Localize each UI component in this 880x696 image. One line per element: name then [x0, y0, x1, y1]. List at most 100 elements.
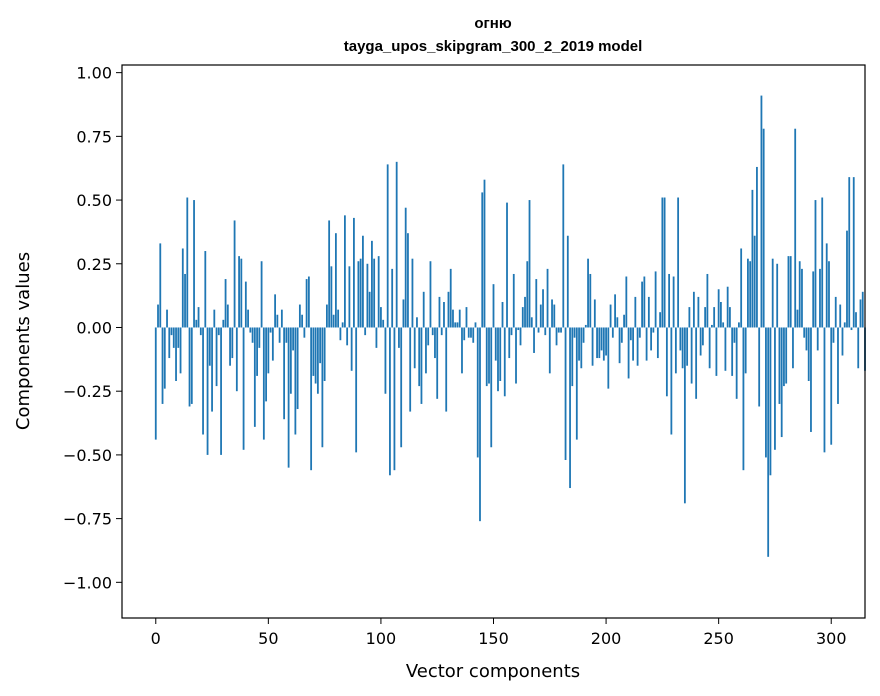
bar	[670, 327, 673, 435]
bar	[650, 327, 653, 351]
bar	[656, 327, 659, 359]
bar	[499, 327, 502, 381]
bar	[537, 327, 540, 333]
bar	[602, 327, 605, 361]
bar	[256, 327, 258, 376]
bar	[861, 291, 864, 328]
bar	[614, 294, 616, 328]
bar	[334, 233, 337, 328]
bar	[177, 327, 180, 348]
bar	[774, 327, 776, 450]
bar	[837, 327, 839, 404]
bar	[427, 327, 430, 346]
y-tick-label: 0.25	[76, 255, 112, 274]
bar	[332, 314, 335, 328]
bar	[418, 327, 421, 387]
bar	[172, 327, 175, 348]
bar	[375, 327, 378, 348]
bar	[742, 327, 745, 471]
bar	[238, 256, 240, 328]
bar	[573, 327, 576, 338]
bar	[560, 327, 562, 333]
x-tick-label: 150	[478, 629, 509, 648]
bar	[812, 271, 815, 328]
bar	[217, 327, 220, 336]
bar	[497, 327, 499, 392]
bar	[166, 309, 168, 328]
bar	[168, 327, 171, 359]
bar	[249, 327, 252, 333]
bar	[494, 327, 497, 361]
bar	[208, 327, 211, 366]
bar	[501, 302, 504, 328]
y-tick-label: 1.00	[76, 64, 112, 83]
bar	[681, 327, 684, 369]
bar	[589, 273, 592, 328]
bar	[704, 307, 707, 328]
bar	[629, 327, 632, 341]
bar	[485, 327, 488, 387]
bar	[508, 327, 511, 359]
bar	[312, 327, 315, 376]
bar	[181, 248, 184, 328]
bar	[359, 258, 362, 328]
bar	[287, 327, 290, 468]
bar	[623, 314, 625, 328]
bar	[647, 296, 650, 328]
bar	[551, 299, 553, 328]
bar	[720, 302, 722, 328]
bar	[521, 307, 524, 328]
bar	[447, 291, 450, 328]
bar	[368, 291, 371, 328]
bar	[605, 327, 607, 356]
bar	[436, 327, 439, 399]
bar	[492, 284, 495, 328]
bar	[544, 327, 547, 336]
bar	[211, 327, 213, 412]
bar	[301, 314, 304, 328]
bar	[661, 197, 664, 328]
bar	[274, 294, 276, 328]
bar	[422, 291, 425, 328]
bar	[298, 304, 301, 328]
bar	[688, 307, 691, 328]
bar	[483, 179, 486, 328]
bar	[371, 240, 373, 328]
bar	[798, 261, 801, 328]
bar	[431, 327, 434, 336]
bar	[654, 271, 657, 328]
bar	[787, 256, 790, 328]
x-tick-label: 100	[366, 629, 397, 648]
bar	[389, 327, 391, 476]
y-tick-label: 0.75	[76, 127, 112, 146]
bar	[807, 327, 810, 381]
bar	[564, 327, 567, 460]
bar	[747, 258, 749, 328]
bar	[751, 189, 754, 328]
chart-title: огню	[474, 15, 511, 32]
bar	[731, 327, 734, 376]
bar	[663, 197, 666, 328]
bar	[233, 220, 236, 328]
bar	[330, 266, 333, 328]
y-tick-label: 0.00	[76, 318, 112, 337]
bar	[686, 327, 689, 366]
x-tick-label: 0	[151, 629, 161, 648]
bar	[852, 177, 855, 328]
bar	[190, 327, 193, 404]
bar	[848, 177, 851, 328]
bar	[440, 327, 443, 336]
bar	[760, 95, 763, 328]
bar	[659, 312, 662, 328]
bar	[398, 327, 400, 348]
bar	[452, 309, 454, 328]
bar	[366, 263, 369, 328]
bar	[803, 327, 806, 338]
bar	[319, 327, 322, 364]
bar	[765, 327, 767, 458]
bar	[303, 327, 306, 338]
bar	[611, 327, 614, 338]
bar	[337, 309, 340, 328]
y-axis: −1.00 −0.75 −0.50 −0.25 0.00 0.25 0.50 0.75 1.00	[63, 64, 122, 592]
bar	[591, 327, 594, 366]
